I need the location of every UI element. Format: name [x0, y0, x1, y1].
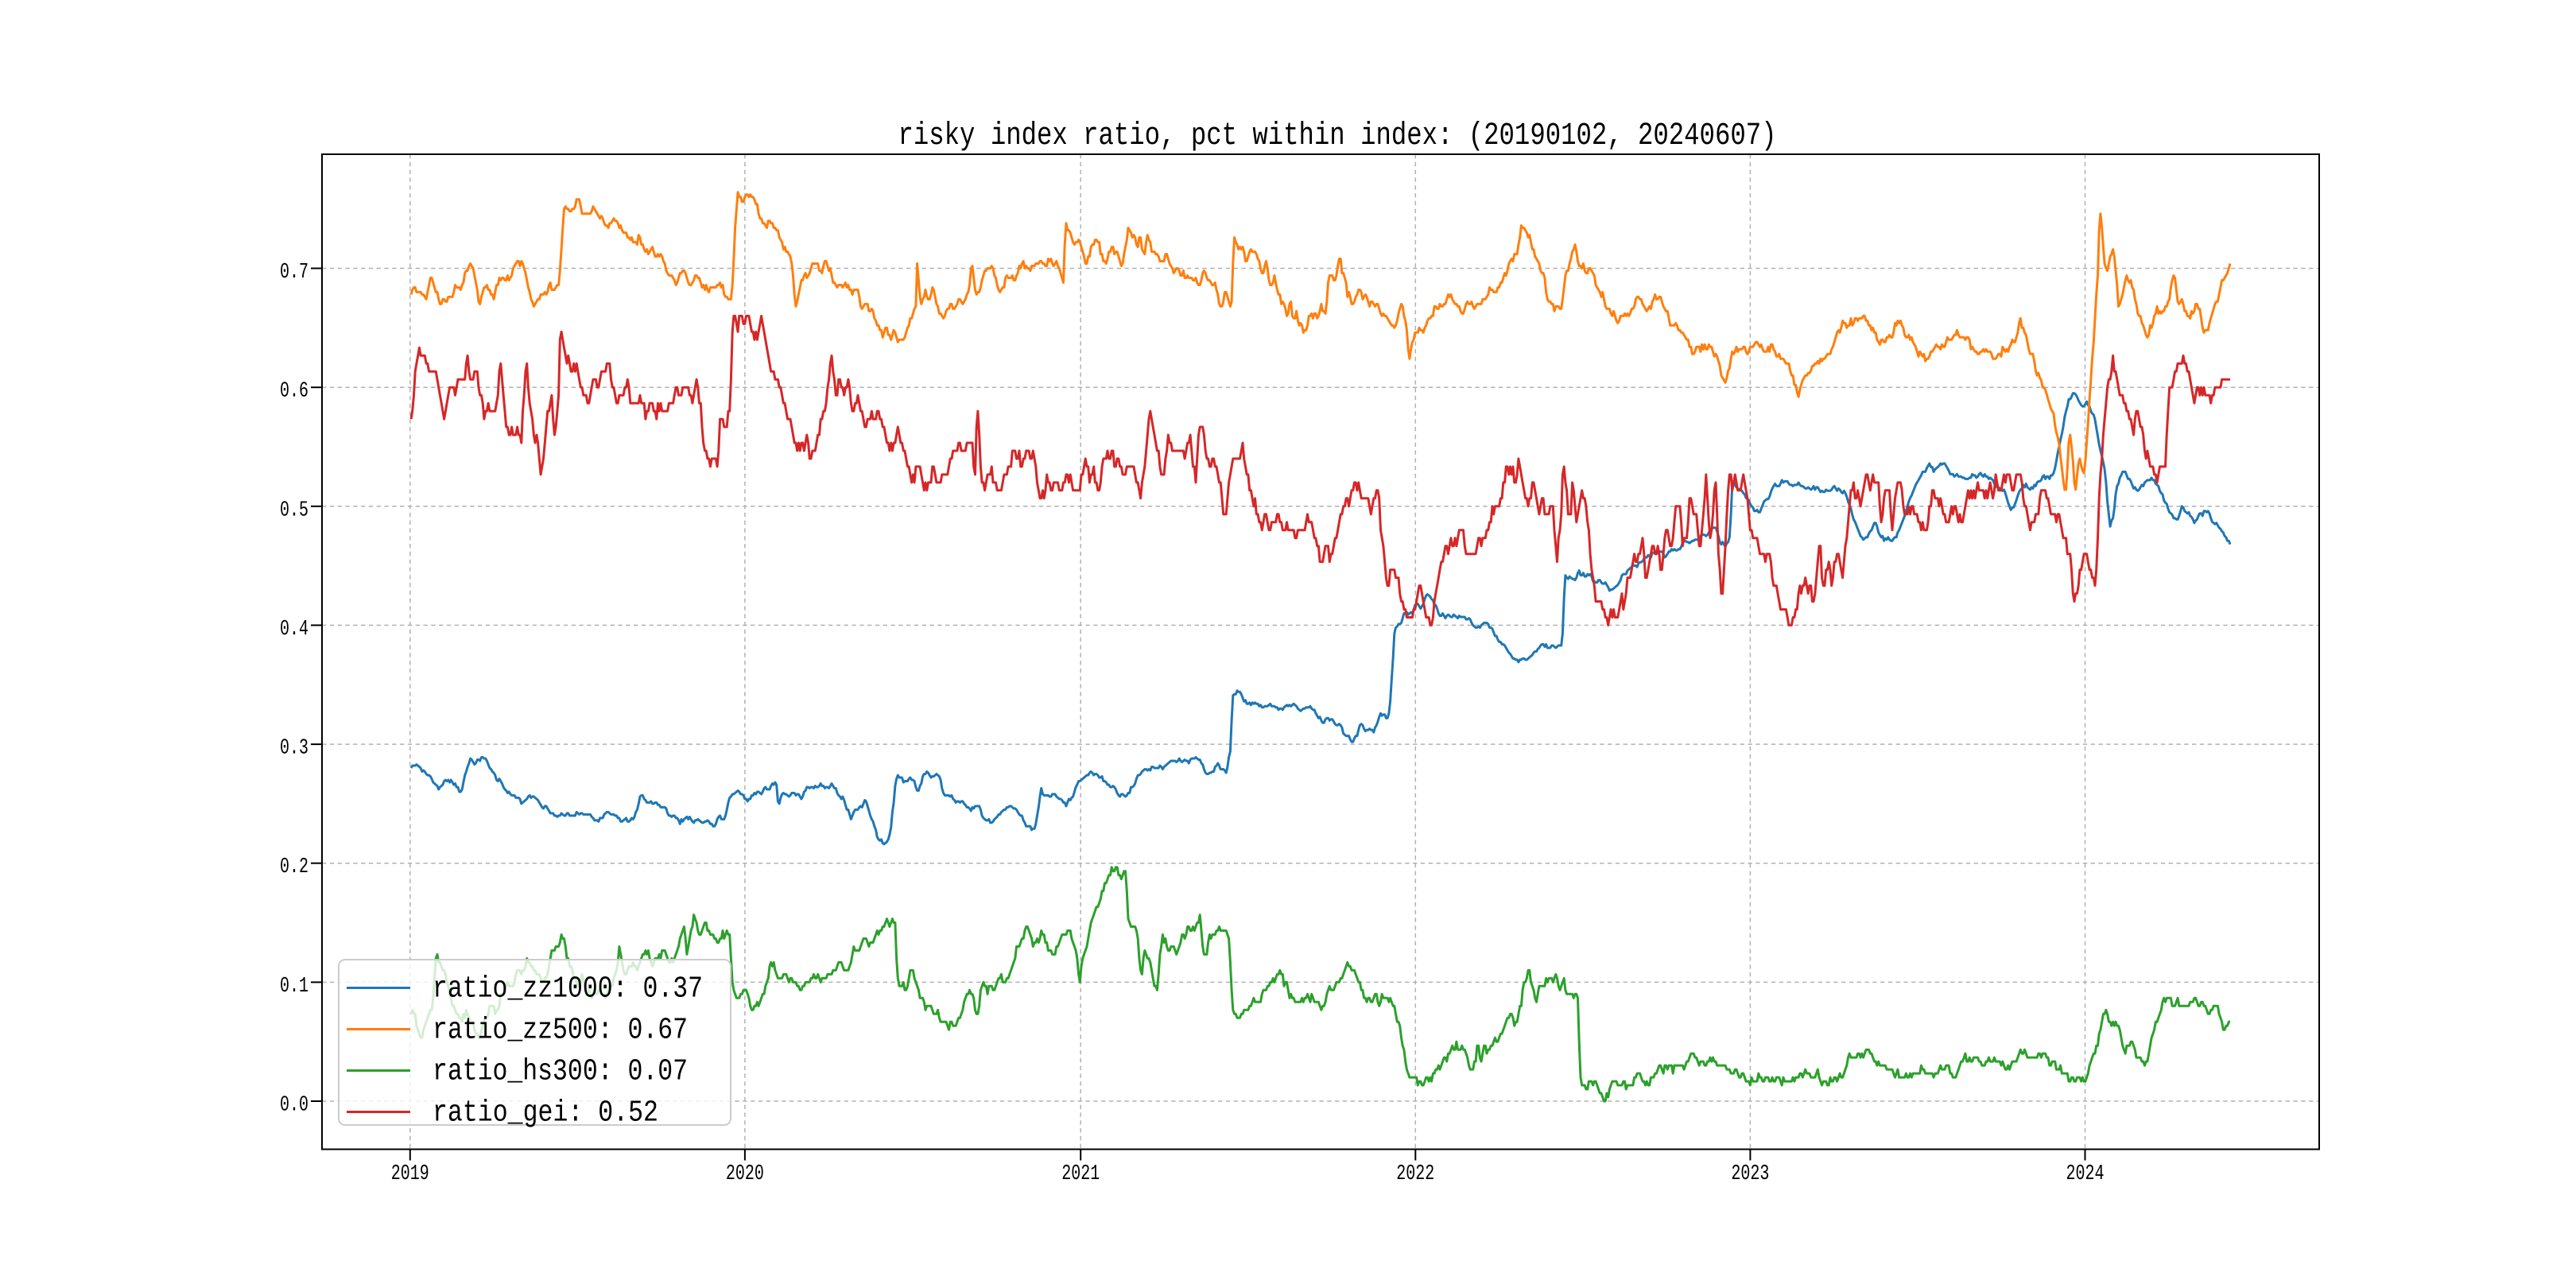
svg-text:0.7: 0.7 [280, 261, 308, 285]
svg-text:ratio_zz1000: 0.37: ratio_zz1000: 0.37 [433, 972, 703, 1007]
svg-text:ratio_zz500: 0.67: ratio_zz500: 0.67 [433, 1014, 688, 1048]
svg-text:2023: 2023 [1731, 1162, 1769, 1186]
svg-text:risky index ratio, pct within: risky index ratio, pct within index: (20… [898, 118, 1777, 154]
svg-text:0.3: 0.3 [280, 737, 308, 761]
svg-text:0.5: 0.5 [280, 499, 308, 522]
svg-text:2020: 2020 [726, 1162, 764, 1186]
svg-text:0.2: 0.2 [280, 855, 308, 879]
svg-text:0.4: 0.4 [280, 618, 308, 642]
svg-text:2022: 2022 [1396, 1162, 1434, 1186]
svg-text:ratio_gei: 0.52: ratio_gei: 0.52 [433, 1096, 658, 1131]
svg-text:0.0: 0.0 [280, 1094, 308, 1118]
svg-text:2019: 2019 [391, 1162, 429, 1186]
svg-text:0.1: 0.1 [280, 975, 308, 999]
svg-text:0.6: 0.6 [280, 380, 308, 404]
svg-text:ratio_hs300: 0.07: ratio_hs300: 0.07 [433, 1055, 688, 1089]
svg-text:2024: 2024 [2066, 1162, 2105, 1186]
svg-text:2021: 2021 [1061, 1162, 1100, 1186]
